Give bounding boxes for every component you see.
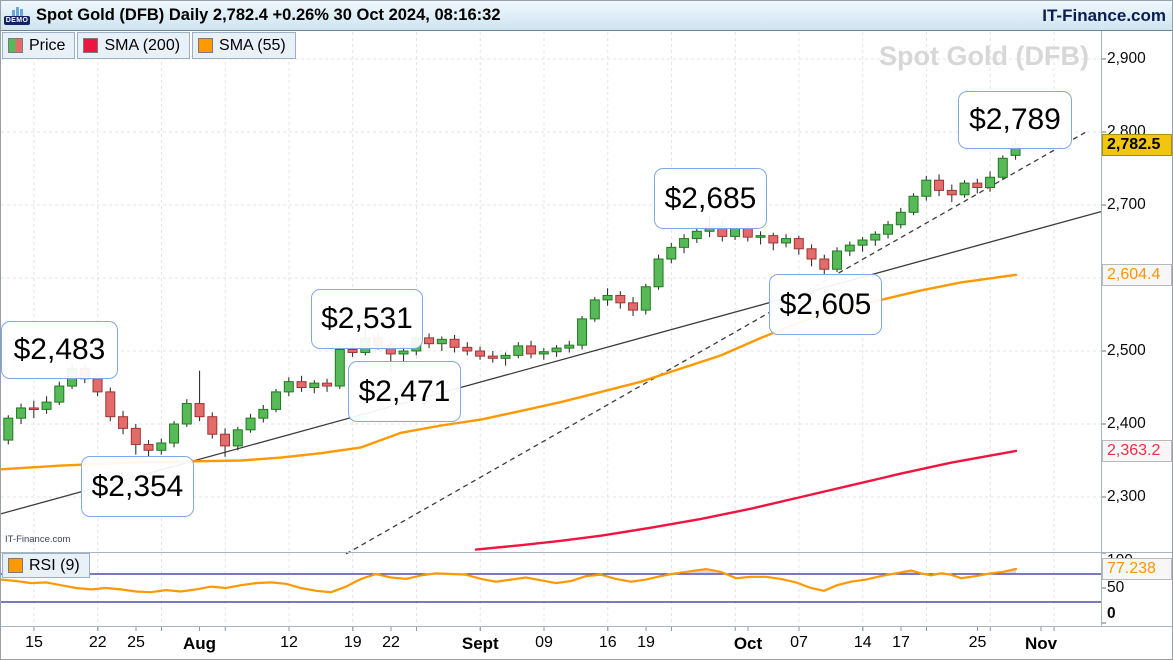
date-label: 25 bbox=[968, 634, 987, 651]
price-callout: $2,471 bbox=[348, 361, 461, 422]
legend-item-price[interactable]: Price bbox=[2, 32, 76, 59]
price-legend: Price SMA (200) SMA (55) bbox=[2, 32, 296, 59]
price-tick-label: 2,700 bbox=[1107, 196, 1146, 213]
price-tick-label: 2,400 bbox=[1107, 415, 1146, 432]
legend-sma55-label: SMA (55) bbox=[219, 36, 286, 54]
brand-link[interactable]: IT-Finance.com bbox=[1042, 5, 1166, 25]
date-label: Oct bbox=[733, 634, 763, 653]
date-label: 14 bbox=[853, 634, 872, 651]
date-label: Nov bbox=[1024, 634, 1058, 653]
demo-badge: DEMO bbox=[3, 6, 31, 25]
price-tick-label: 2,900 bbox=[1107, 50, 1146, 67]
last-price-label: 2,782.5 bbox=[1102, 133, 1172, 156]
price-callout: $2,789 bbox=[958, 91, 1072, 149]
legend-item-sma55[interactable]: SMA (55) bbox=[192, 32, 296, 59]
date-label: 19 bbox=[343, 634, 362, 651]
rsi-tick-label: 50 bbox=[1107, 579, 1125, 596]
sma200-series-icon bbox=[83, 38, 99, 53]
price-callout: $2,531 bbox=[311, 289, 423, 349]
legend-price-label: Price bbox=[29, 36, 66, 54]
date-label: 12 bbox=[280, 634, 298, 651]
rsi-value-label: 77.238 bbox=[1102, 557, 1172, 580]
price-callout: $2,685 bbox=[654, 168, 767, 229]
legend-item-sma200[interactable]: SMA (200) bbox=[77, 32, 191, 59]
legend-sma200-label: SMA (200) bbox=[104, 36, 181, 54]
mini-candles-icon bbox=[11, 6, 23, 16]
date-label: 19 bbox=[637, 634, 655, 651]
date-label: 07 bbox=[790, 634, 808, 651]
date-label: Sept bbox=[461, 634, 499, 653]
title-bar: DEMO Spot Gold (DFB) Daily 2,782.4 +0.26… bbox=[1, 1, 1172, 31]
demo-label: DEMO bbox=[3, 15, 31, 25]
rsi-legend: RSI (9) bbox=[2, 553, 90, 578]
rsi-panel-divider[interactable] bbox=[1, 552, 1172, 553]
legend-rsi-label: RSI (9) bbox=[29, 556, 80, 574]
date-label: 22 bbox=[88, 634, 107, 651]
price-callout: $2,483 bbox=[1, 321, 118, 379]
date-label: 09 bbox=[535, 634, 553, 651]
price-series-icon bbox=[8, 38, 23, 53]
price-tick-label: 2,300 bbox=[1107, 488, 1146, 505]
sma200-price-label: 2,363.2 bbox=[1102, 439, 1172, 462]
date-label: 22 bbox=[382, 634, 400, 651]
price-callout: $2,354 bbox=[81, 456, 194, 517]
rsi-series-icon bbox=[8, 558, 23, 573]
date-label: 16 bbox=[598, 634, 617, 651]
date-label: 15 bbox=[25, 634, 43, 651]
instrument-title: Spot Gold (DFB) Daily 2,782.4 +0.26% 30 … bbox=[36, 6, 501, 24]
sma55-series-icon bbox=[198, 38, 214, 53]
date-label: 25 bbox=[127, 634, 145, 651]
legend-item-rsi[interactable]: RSI (9) bbox=[2, 553, 90, 578]
price-axis-divider bbox=[1101, 31, 1102, 626]
rsi-tick-label: 0 bbox=[1107, 605, 1116, 622]
date-label: Aug bbox=[182, 634, 217, 653]
chart-attribution: IT-Finance.com bbox=[5, 534, 71, 545]
price-callout: $2,605 bbox=[769, 274, 882, 335]
date-label: 17 bbox=[892, 634, 910, 651]
sma55-price-label: 2,604.4 bbox=[1102, 263, 1172, 286]
watermark: Spot Gold (DFB) bbox=[879, 41, 1089, 71]
price-tick-label: 2,500 bbox=[1107, 342, 1146, 359]
date-axis-divider bbox=[1, 626, 1172, 627]
